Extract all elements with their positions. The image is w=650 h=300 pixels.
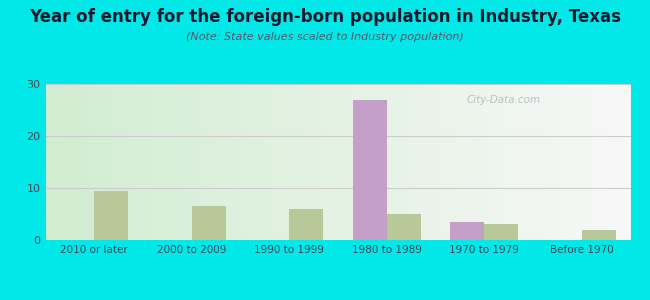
- Bar: [94, 190, 129, 240]
- Bar: [353, 100, 387, 240]
- Text: (Note: State values scaled to Industry population): (Note: State values scaled to Industry p…: [186, 32, 464, 41]
- Legend: Industry, Texas: Industry, Texas: [264, 296, 412, 300]
- Bar: [450, 222, 484, 240]
- Bar: [192, 206, 226, 240]
- Text: City-Data.com: City-Data.com: [467, 95, 541, 105]
- Bar: [387, 214, 421, 240]
- Bar: [484, 224, 519, 240]
- Bar: [582, 230, 616, 240]
- Text: Year of entry for the foreign-born population in Industry, Texas: Year of entry for the foreign-born popul…: [29, 8, 621, 26]
- Bar: [289, 209, 324, 240]
